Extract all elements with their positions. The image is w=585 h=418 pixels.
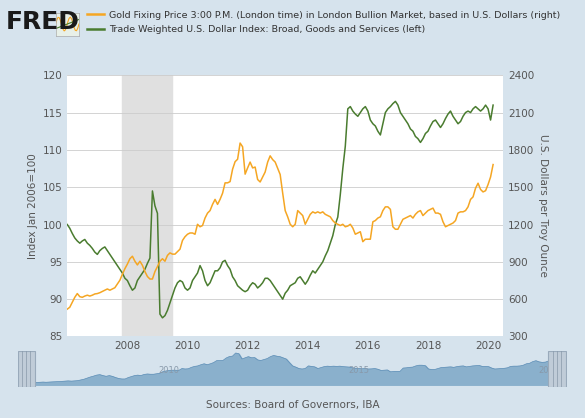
Text: FRED: FRED <box>6 10 80 34</box>
Bar <box>548 351 566 387</box>
Y-axis label: U.S. Dollars per Troy Ounce: U.S. Dollars per Troy Ounce <box>538 135 548 277</box>
Text: 2020: 2020 <box>538 366 559 375</box>
Y-axis label: Index Jan 2006=100: Index Jan 2006=100 <box>28 153 39 259</box>
Text: Sources: Board of Governors, IBA: Sources: Board of Governors, IBA <box>206 400 379 410</box>
Bar <box>18 351 35 387</box>
Text: 2010: 2010 <box>159 366 180 375</box>
Legend: Gold Fixing Price 3:00 P.M. (London time) in London Bullion Market, based in U.S: Gold Fixing Price 3:00 P.M. (London time… <box>84 7 564 38</box>
Bar <box>122 75 173 336</box>
Text: 2015: 2015 <box>348 366 369 375</box>
